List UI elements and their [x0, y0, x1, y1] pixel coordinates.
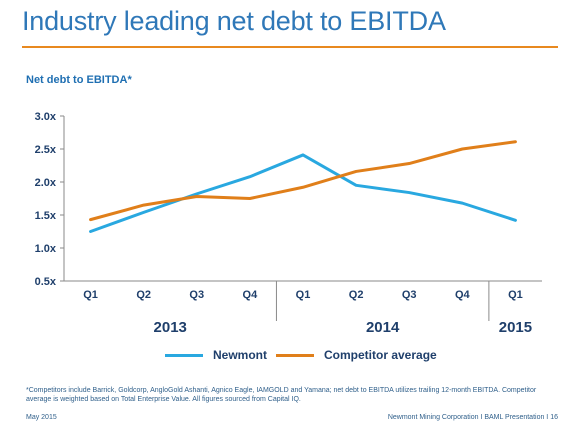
year-label: 2014	[366, 319, 400, 336]
x-tick-label: Q3	[402, 289, 417, 301]
title-divider	[22, 46, 558, 48]
y-tick-label: 0.5x	[35, 276, 57, 288]
footer-source: Newmont Mining Corporation I BAML Presen…	[387, 414, 558, 421]
chart-legend: Newmont Competitor average	[0, 348, 580, 366]
year-label: 2013	[154, 319, 187, 336]
slide-title: Industry leading net debt to EBITDA	[22, 6, 446, 36]
legend-item-newmont: Newmont	[165, 348, 267, 362]
x-tick-label: Q4	[243, 289, 259, 301]
x-tick-label: Q1	[83, 289, 98, 301]
y-tick-label: 1.5x	[35, 210, 57, 222]
x-tick-label: Q4	[455, 289, 471, 301]
y-tick-label: 1.0x	[35, 243, 57, 255]
legend-swatch-newmont	[165, 353, 203, 357]
x-tick-label: Q2	[136, 289, 151, 301]
footnote: *Competitors include Barrick, Goldcorp, …	[26, 387, 537, 403]
x-tick-label: Q1	[508, 289, 523, 301]
legend-item-competitor: Competitor average	[276, 348, 437, 362]
y-tick-label: 3.0x	[35, 111, 57, 123]
footer-date: May 2015	[26, 414, 57, 421]
legend-label-newmont: Newmont	[213, 348, 267, 362]
x-tick-label: Q1	[296, 289, 311, 301]
legend-label-competitor: Competitor average	[324, 348, 437, 362]
y-tick-label: 2.5x	[35, 144, 57, 156]
year-label: 2015	[499, 319, 532, 336]
x-tick-label: Q2	[349, 289, 364, 301]
y-tick-label: 2.0x	[35, 177, 57, 189]
newmont-line	[89, 153, 517, 233]
x-tick-label: Q3	[189, 289, 204, 301]
chart-title: Net debt to EBITDA*	[26, 74, 132, 86]
competitor-average-line	[89, 140, 517, 222]
legend-swatch-competitor	[276, 353, 314, 357]
